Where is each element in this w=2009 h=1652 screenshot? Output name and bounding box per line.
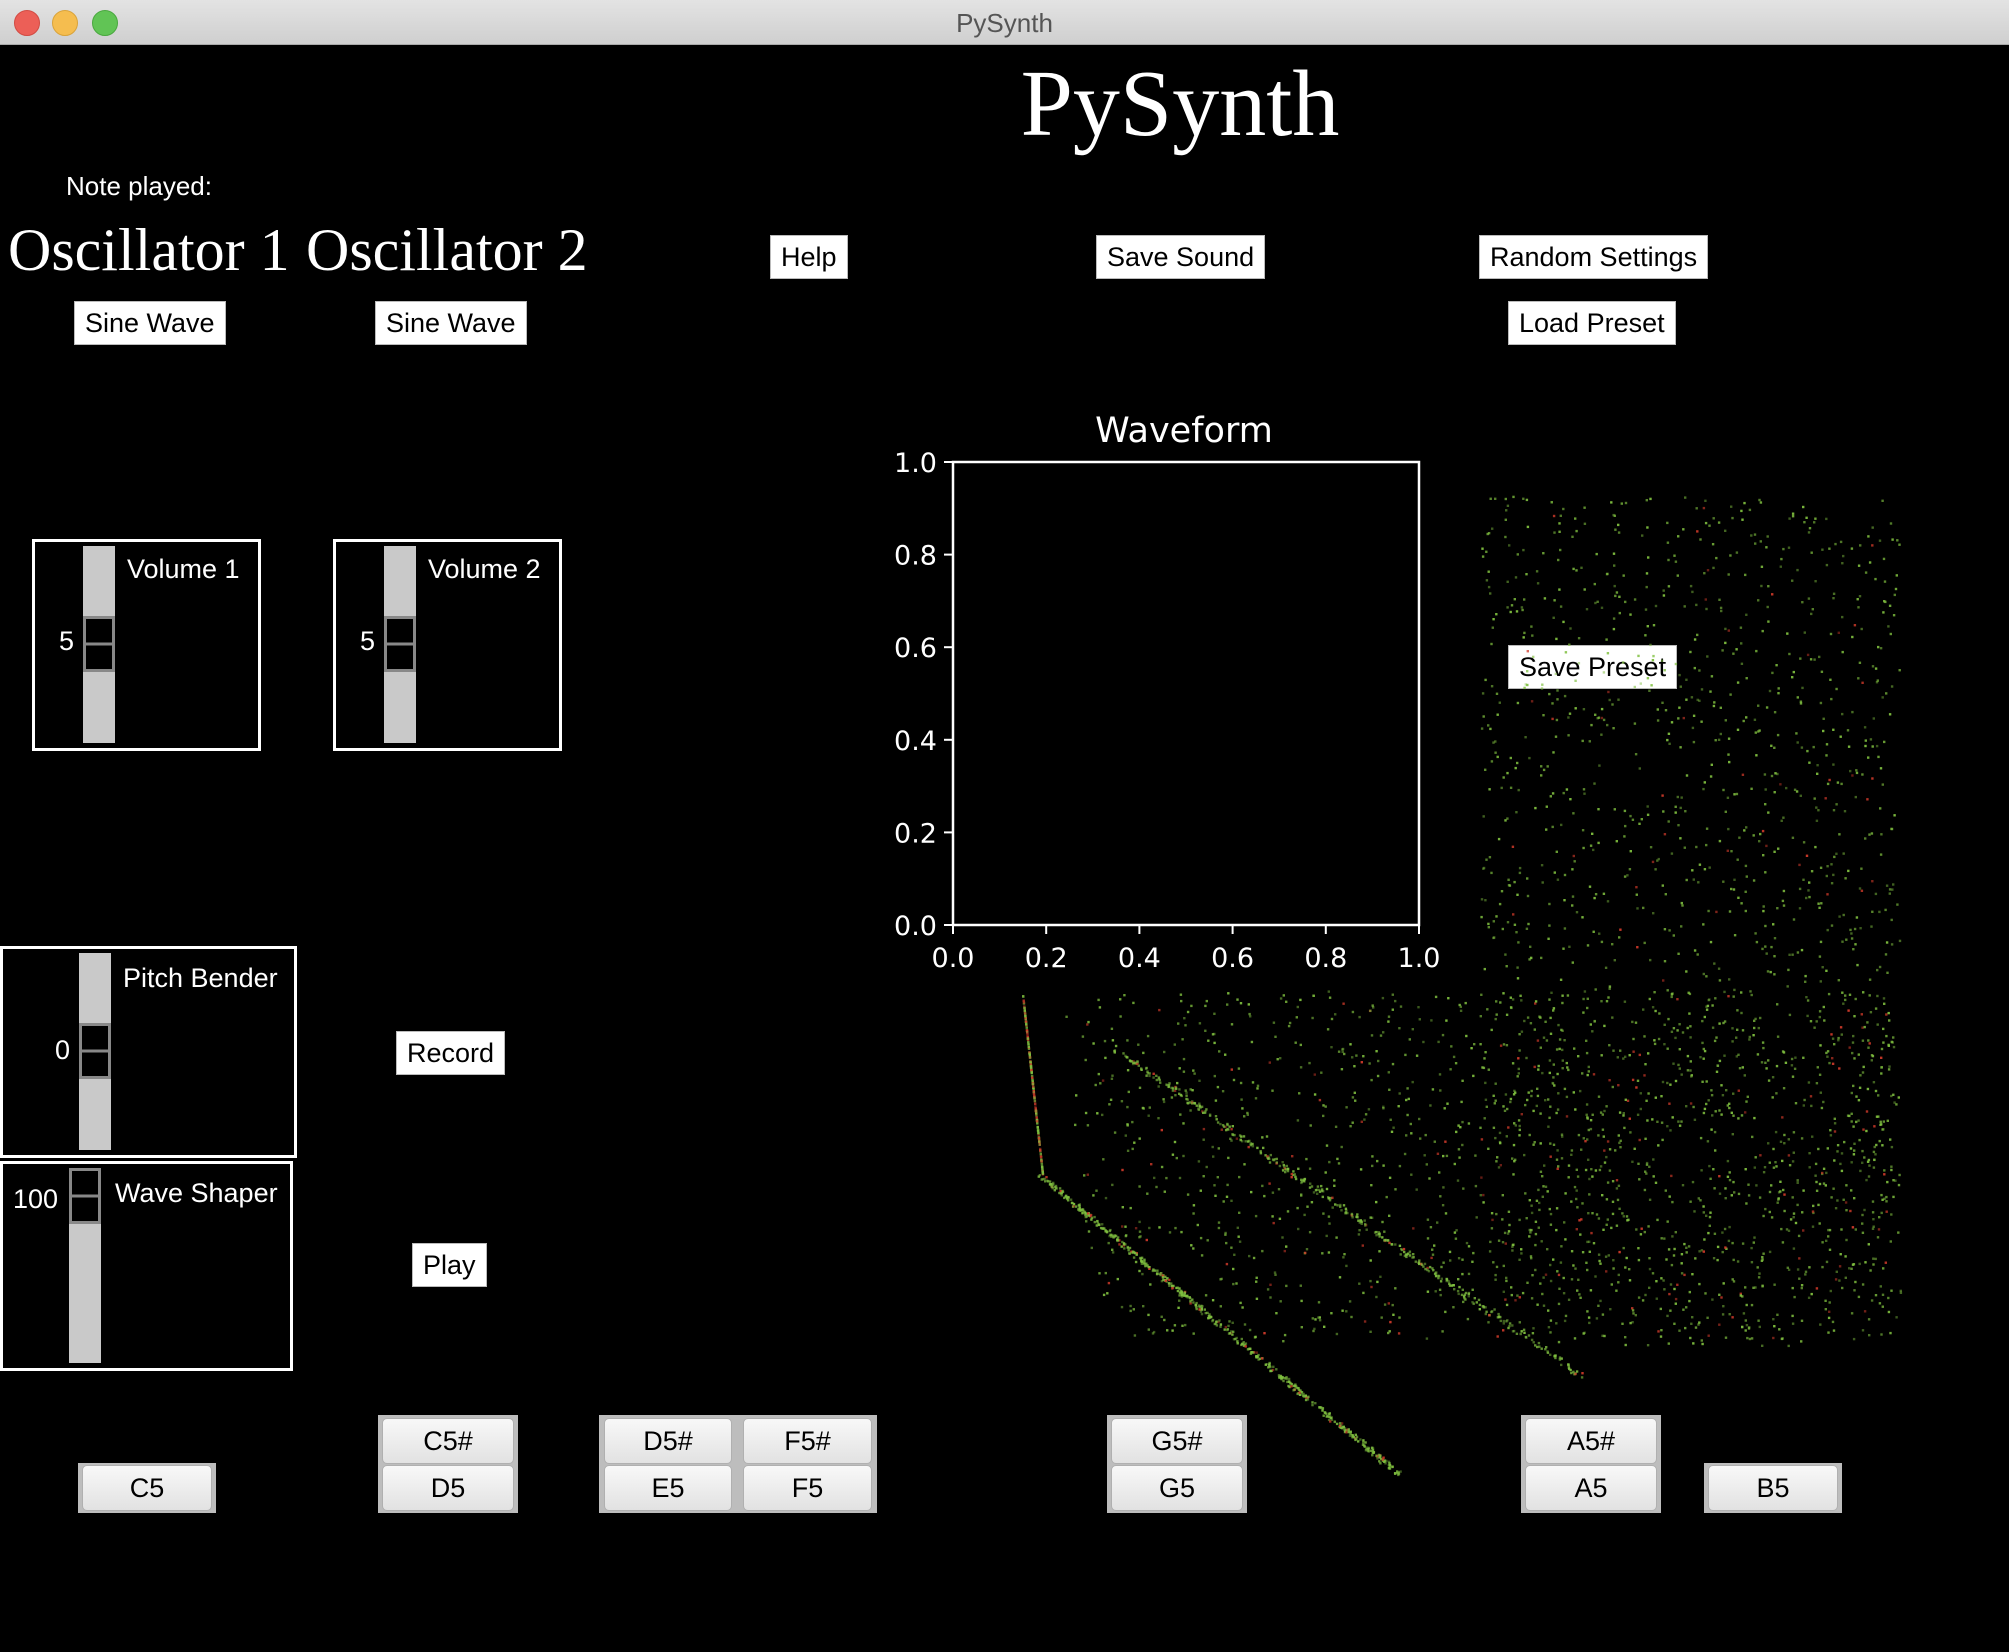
volume-2-value: 5 [360,626,376,656]
x-tick-label: 0.8 [1304,943,1347,974]
play-button[interactable]: Play [412,1243,487,1287]
chart-title: Waveform [1095,411,1273,451]
pitch-bender-label: Pitch Bender [123,963,278,993]
key-b5[interactable]: B5 [1708,1465,1838,1511]
x-tick-label: 0.6 [1211,943,1254,974]
key-e5[interactable]: E5 [604,1465,732,1511]
oscillator-1-title: Oscillator 1 [8,217,290,283]
key-a5[interactable]: A5 [1525,1465,1657,1511]
zoom-window-icon[interactable] [92,10,118,36]
load-preset-button[interactable]: Load Preset [1508,301,1676,345]
key-group-c: C5 [78,1463,216,1513]
note-played-label: Note played: [66,171,212,201]
wave-shaper-label: Wave Shaper [115,1178,278,1208]
key-group-c-sharp-d: C5# D5 [378,1415,518,1513]
x-tick-label: 0.2 [1025,943,1068,974]
wave-shaper-panel: 100 Wave Shaper [0,1161,293,1371]
y-tick-label: 0.4 [894,726,937,757]
record-button[interactable]: Record [396,1031,506,1075]
pitch-bender-panel: 0 Pitch Bender [0,946,297,1158]
key-f5-sharp[interactable]: F5# [743,1418,872,1464]
y-tick-label: 1.0 [894,448,937,479]
key-a5-sharp[interactable]: A5# [1525,1418,1657,1464]
key-c5-sharp[interactable]: C5# [382,1418,514,1464]
close-window-icon[interactable] [14,10,40,36]
app-content: PySynth Note played: Oscillator 1 Oscill… [0,45,2009,1652]
wave-shaper-handle[interactable] [69,1168,101,1224]
oscillator-2-title: Oscillator 2 [306,217,588,283]
x-axis: 0.0 0.2 0.4 0.6 0.8 1.0 [932,925,1441,974]
volume-2-handle[interactable] [384,616,416,672]
y-axis: 0.0 0.2 0.4 0.6 0.8 1.0 [894,448,953,942]
waveform-chart: Waveform 0.0 0.2 0.4 0.6 0.8 1.0 0.0 0.2 0.4 0.6… [894,411,1441,974]
key-c5[interactable]: C5 [82,1465,212,1511]
save-preset-button[interactable]: Save Preset [1508,645,1678,689]
y-tick-label: 0.8 [894,541,937,572]
help-button[interactable]: Help [770,235,848,279]
pitch-bender-handle[interactable] [79,1023,111,1079]
window-title: PySynth [956,8,1053,38]
minimize-window-icon[interactable] [52,10,78,36]
volume-1-panel: 5 Volume 1 [32,539,261,751]
volume-1-value: 5 [59,626,75,656]
x-tick-label: 1.0 [1398,943,1441,974]
key-d5-sharp[interactable]: D5# [604,1418,732,1464]
pitch-bender-value: 0 [55,1035,71,1065]
volume-1-handle[interactable] [83,616,115,672]
oscillator-2-wave-button[interactable]: Sine Wave [375,301,527,345]
key-g5-sharp[interactable]: G5# [1111,1418,1243,1464]
x-tick-label: 0.4 [1118,943,1161,974]
y-tick-label: 0.2 [894,818,937,849]
key-group-d-sharp-e-f: D5# F5# E5 F5 [599,1415,877,1513]
volume-1-label: Volume 1 [127,554,240,584]
key-group-g-sharp-g: G5# G5 [1107,1415,1247,1513]
particle-visualization [1022,495,1903,1477]
volume-2-panel: 5 Volume 2 [333,539,562,751]
x-tick-label: 0.0 [932,943,975,974]
key-g5[interactable]: G5 [1111,1465,1243,1511]
key-d5[interactable]: D5 [382,1465,514,1511]
app-heading: PySynth [1020,52,1340,156]
volume-2-label: Volume 2 [428,554,541,584]
wave-shaper-value: 100 [13,1184,59,1214]
key-f5[interactable]: F5 [743,1465,872,1511]
y-tick-label: 0.0 [894,911,937,942]
key-group-b: B5 [1704,1463,1842,1513]
window-titlebar: PySynth [0,0,2009,45]
oscillator-1-wave-button[interactable]: Sine Wave [74,301,226,345]
key-group-a-sharp-a: A5# A5 [1521,1415,1661,1513]
save-sound-button[interactable]: Save Sound [1096,235,1266,279]
chart-plot-area [951,460,1421,927]
y-tick-label: 0.6 [894,633,937,664]
random-settings-button[interactable]: Random Settings [1479,235,1709,279]
